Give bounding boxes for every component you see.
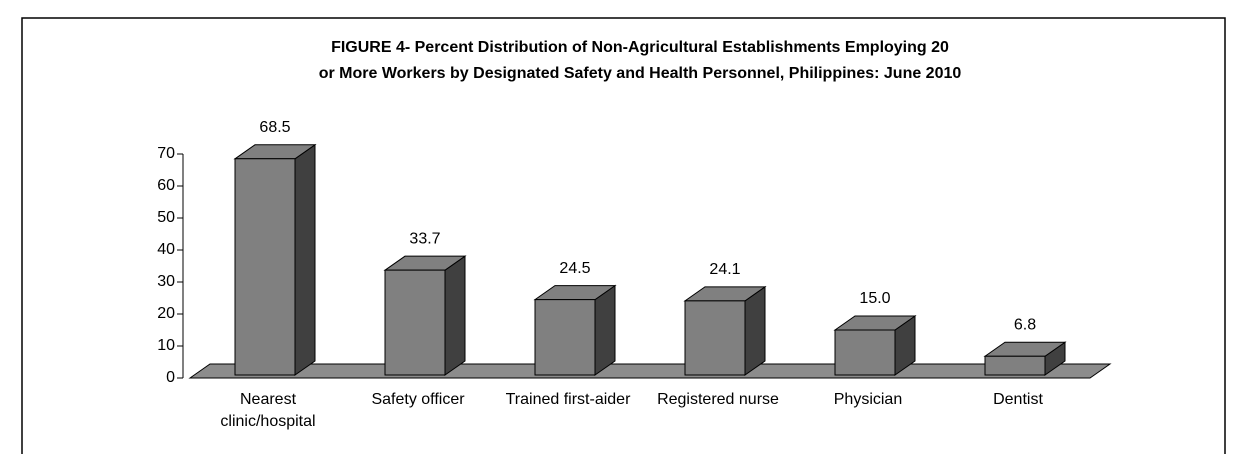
bar [383,255,467,376]
bar [683,285,767,376]
bar [533,284,617,376]
data-label: 24.1 [709,261,740,278]
data-label: 15.0 [859,290,890,307]
bar [833,315,917,376]
floor [188,363,1112,379]
x-tick-label: Dentist [993,391,1043,408]
y-tick-label: 60 [157,177,175,194]
bar-side [294,143,316,376]
chart-title: or More Workers by Designated Safety and… [319,65,962,82]
x-tick-label: Trained first-aider [505,391,631,408]
bar-side [744,285,766,376]
data-label: 33.7 [409,230,440,247]
chart-border [21,17,1226,454]
bar-front [384,269,446,376]
bar-front [834,329,896,376]
bar-side [594,284,616,376]
bar [983,341,1067,376]
x-tick-label: Safety officer [371,391,465,408]
bar-front [234,158,296,376]
y-tick-label: 0 [166,369,175,386]
bar [233,143,317,376]
chart-title: FIGURE 4- Percent Distribution of Non-Ag… [331,39,949,56]
x-tick-label: Physician [833,391,903,408]
bar-front [984,355,1046,376]
y-tick-label: 40 [157,241,175,258]
data-label: 6.8 [1014,316,1036,333]
x-tick-label: Nearest clinic/hospital [220,391,316,430]
y-tick-label: 20 [157,305,175,322]
y-tick-label: 50 [157,209,175,226]
bar-front [684,300,746,376]
y-tick-label: 70 [157,145,175,162]
bar-front [534,299,596,376]
y-tick-label: 10 [157,337,175,354]
x-tick-label: Registered nurse [657,391,779,408]
data-label: 68.5 [259,119,290,136]
data-label: 24.5 [559,260,590,277]
bar-side [444,255,466,376]
y-tick-label: 30 [157,273,175,290]
